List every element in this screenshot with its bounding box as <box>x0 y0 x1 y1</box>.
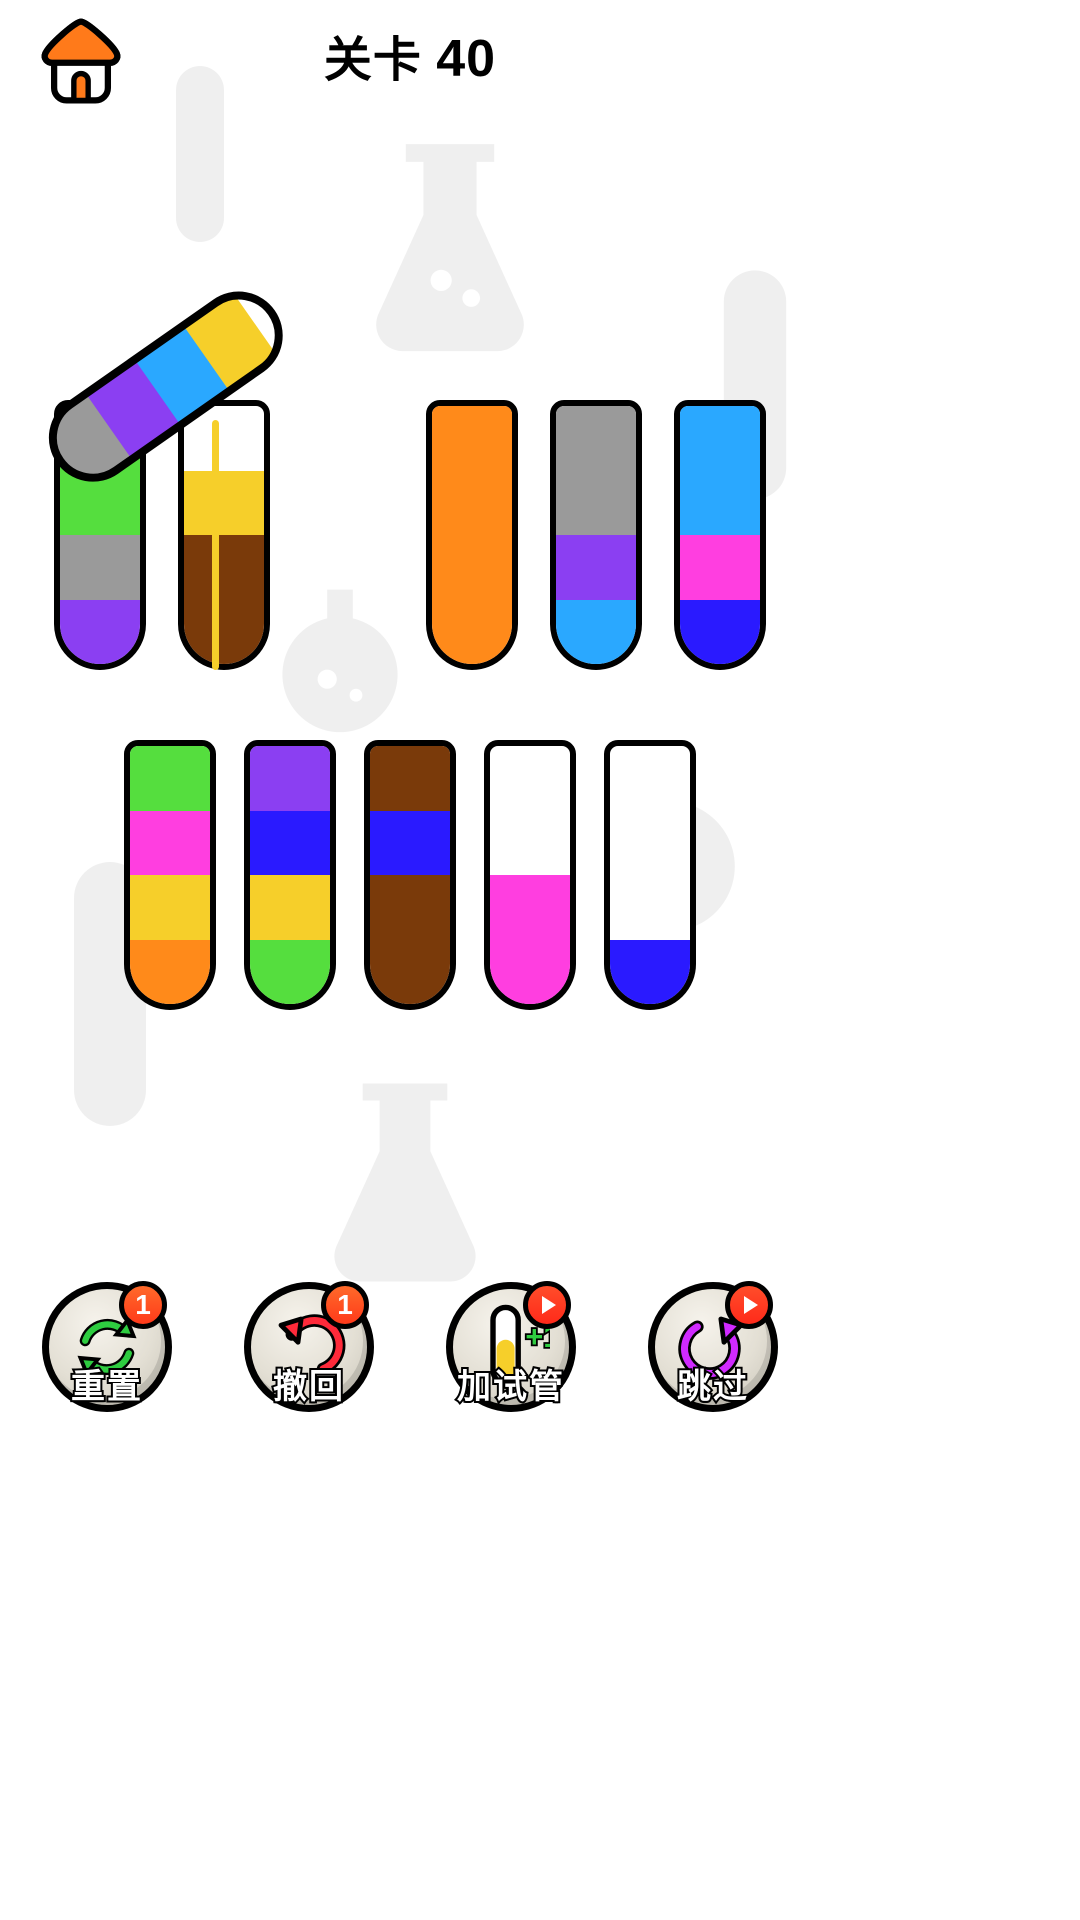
liquid-segment <box>370 746 450 811</box>
liquid-segment <box>432 471 512 536</box>
liquid-segment <box>250 811 330 876</box>
liquid-segment <box>370 875 450 940</box>
liquid-segment <box>130 811 210 876</box>
tube-10[interactable] <box>604 740 696 1010</box>
undo-label: 撤回 <box>234 1359 384 1408</box>
liquid-segment <box>130 746 210 811</box>
liquid-segment <box>556 535 636 600</box>
tube-5[interactable] <box>674 400 766 670</box>
tube-8[interactable] <box>364 740 456 1010</box>
undo-button[interactable]: 1 撤回 <box>234 1282 384 1412</box>
add-label: 加试管 <box>436 1359 586 1408</box>
tube-row-1 <box>0 400 820 670</box>
liquid-segment <box>250 940 330 1005</box>
liquid-segment <box>250 746 330 811</box>
bg-decoration-flask <box>360 130 540 360</box>
liquid-segment <box>184 600 264 665</box>
badge-count: 1 <box>321 1281 369 1329</box>
liquid-segment <box>184 535 264 600</box>
liquid-segment <box>370 811 450 876</box>
bg-decoration-flask <box>320 1070 490 1290</box>
liquid-segment <box>556 471 636 536</box>
level-title: 关卡 40 <box>0 20 820 90</box>
liquid-segment <box>432 600 512 665</box>
liquid-segment <box>680 406 760 471</box>
skip-label: 跳过 <box>638 1359 788 1408</box>
tube-9[interactable] <box>484 740 576 1010</box>
liquid-segment <box>680 471 760 536</box>
liquid-segment <box>490 875 570 940</box>
liquid-segment <box>60 406 140 471</box>
tube-4[interactable] <box>550 400 642 670</box>
liquid-segment <box>250 875 330 940</box>
liquid-segment <box>130 940 210 1005</box>
liquid-segment <box>60 600 140 665</box>
pour-stream <box>212 420 219 670</box>
liquid-segment <box>610 940 690 1005</box>
liquid-segment <box>556 600 636 665</box>
level-label: 关卡 <box>324 34 422 87</box>
reset-label: 重置 <box>32 1359 182 1408</box>
liquid-segment <box>432 535 512 600</box>
reset-button[interactable]: 1 重置 <box>32 1282 182 1412</box>
tube-row-2 <box>0 740 820 1010</box>
header: 关卡 40 <box>0 0 820 110</box>
liquid-segment <box>60 471 140 536</box>
liquid-segment <box>432 406 512 471</box>
add-button[interactable]: +1 加试管 <box>436 1282 586 1412</box>
tube-0[interactable] <box>54 400 146 670</box>
level-number: 40 <box>436 30 496 88</box>
badge-play-icon <box>725 1281 773 1329</box>
tube-6[interactable] <box>124 740 216 1010</box>
liquid-segment <box>184 471 264 536</box>
liquid-segment <box>490 940 570 1005</box>
liquid-segment <box>556 406 636 471</box>
liquid-segment <box>680 600 760 665</box>
liquid-segment <box>60 535 140 600</box>
tube-1[interactable] <box>178 400 270 670</box>
liquid-segment <box>680 535 760 600</box>
liquid-segment <box>130 875 210 940</box>
skip-button[interactable]: 跳过 <box>638 1282 788 1412</box>
toolbar: 1 重置 1 撤回 +1 加试管 跳过 <box>0 1282 820 1412</box>
liquid-segment <box>370 940 450 1005</box>
tube-3[interactable] <box>426 400 518 670</box>
badge-play-icon <box>523 1281 571 1329</box>
tube-7[interactable] <box>244 740 336 1010</box>
badge-count: 1 <box>119 1281 167 1329</box>
